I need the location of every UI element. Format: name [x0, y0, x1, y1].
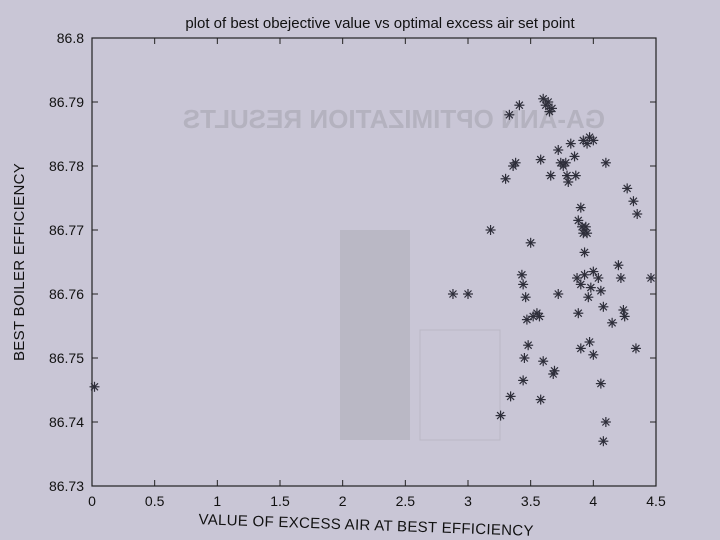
y-tick-label: 86.73: [49, 478, 84, 494]
data-point: [463, 289, 473, 299]
data-point: [563, 177, 574, 187]
data-point: [585, 282, 596, 293]
data-point: [504, 109, 515, 120]
data-point: [588, 349, 599, 360]
svg-text:GA-ANN OPTIMIZATION RESULTS: GA-ANN OPTIMIZATION RESULTS: [183, 104, 605, 134]
data-point: [583, 292, 594, 303]
y-tick-label: 86.79: [49, 94, 84, 110]
y-tick-label: 86.76: [49, 286, 84, 302]
plot-area: [91, 37, 657, 487]
data-point: [538, 356, 549, 367]
x-tick-label: 1.5: [270, 493, 290, 509]
data-point: [613, 260, 624, 271]
data-point: [569, 151, 580, 162]
data-point: [505, 391, 516, 402]
data-point: [518, 279, 529, 290]
data-point: [545, 170, 556, 181]
data-point: [534, 311, 545, 322]
data-point: [618, 305, 629, 315]
data-point: [500, 173, 511, 184]
data-point: [535, 154, 546, 165]
x-axis: 0 0.5 1 1.5 2 2.5 3 3.5 4 4.5: [88, 38, 666, 509]
data-point: [510, 157, 521, 168]
y-axis: 86.73 86.74 86.75 86.76 86.77 86.78 86.79 86.8: [49, 30, 656, 494]
data-point: [593, 273, 604, 283]
data-point: [525, 237, 536, 248]
data-point: [523, 340, 534, 351]
chart-title: plot of best obejective value vs optimal…: [185, 15, 575, 32]
data-point: [632, 209, 643, 219]
data-point: [575, 343, 586, 354]
x-tick-label: 2: [339, 493, 347, 509]
data-point: [645, 273, 656, 283]
data-point: [598, 436, 609, 447]
data-point: [598, 301, 609, 312]
x-tick-label: 1: [213, 493, 221, 509]
data-point: [485, 225, 496, 235]
data-point: [565, 138, 576, 149]
data-point: [573, 215, 584, 226]
data-point: [573, 308, 584, 319]
data-point: [535, 394, 546, 405]
y-tick-label: 86.8: [57, 30, 84, 46]
data-point: [595, 285, 606, 296]
y-tick-label: 86.78: [49, 158, 84, 174]
data-point: [514, 100, 525, 111]
data-point: [562, 170, 573, 181]
data-point: [543, 97, 554, 107]
data-point: [588, 266, 599, 277]
y-tick-label: 86.77: [49, 222, 84, 238]
data-point: [560, 157, 571, 168]
data-point: [582, 228, 593, 239]
data-point: [516, 269, 527, 280]
data-point: [622, 183, 633, 194]
data-point: [600, 417, 611, 427]
data-point: [495, 410, 506, 421]
y-tick-label: 86.75: [49, 350, 84, 366]
data-point: [518, 375, 529, 386]
x-tick-label: 2.5: [396, 493, 416, 509]
data-point: [447, 289, 458, 299]
y-tick-label: 86.74: [49, 414, 84, 430]
data-points: [89, 93, 656, 447]
y-axis-label: BEST BOILER EFFICIENCY: [11, 163, 28, 361]
data-point: [615, 273, 626, 283]
data-point: [600, 157, 611, 168]
x-tick-label: 3.5: [521, 493, 541, 509]
x-tick-label: 0: [88, 493, 96, 509]
data-point: [580, 221, 591, 232]
data-point: [579, 269, 590, 280]
data-point: [575, 202, 586, 213]
data-point: [630, 343, 641, 354]
data-point: [628, 196, 639, 207]
faint-background-decoration: GA-ANN OPTIMIZATION RESULTS: [183, 104, 605, 441]
data-point: [607, 317, 618, 328]
x-tick-label: 4: [589, 493, 597, 509]
data-point: [595, 378, 606, 389]
data-point: [89, 381, 100, 392]
x-tick-label: 0.5: [145, 493, 165, 509]
data-point: [519, 353, 530, 363]
data-point: [553, 289, 564, 299]
data-point: [575, 279, 586, 290]
data-point: [570, 170, 581, 181]
data-point: [553, 145, 564, 155]
data-point: [549, 365, 560, 376]
data-point: [588, 135, 599, 146]
data-point: [584, 337, 595, 347]
data-point: [521, 314, 532, 325]
data-point: [579, 247, 590, 258]
x-tick-label: 3: [464, 493, 472, 509]
data-point: [619, 311, 630, 322]
data-point: [520, 292, 531, 303]
x-tick-label: 4.5: [646, 493, 666, 509]
